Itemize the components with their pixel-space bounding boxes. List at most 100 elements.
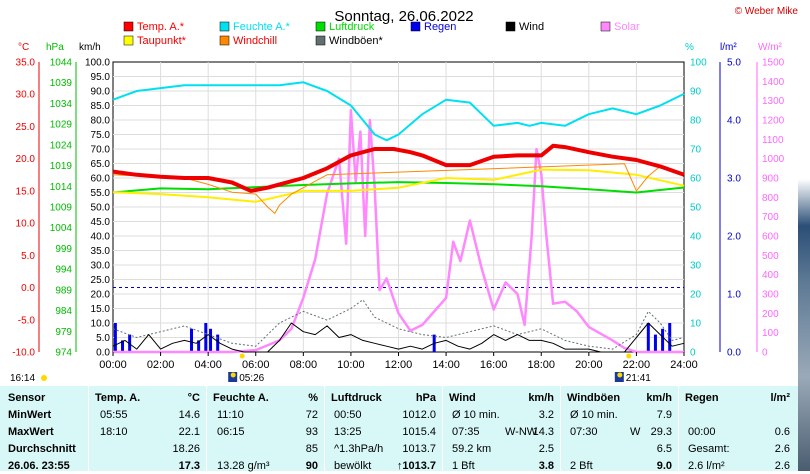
stats-cell: 22.1 — [178, 426, 200, 438]
sunset-time: 21:41 — [626, 373, 651, 384]
stats-cell: Gesamt: — [688, 443, 730, 455]
series-line — [112, 322, 685, 353]
rain-tick-label: 2.0 — [727, 232, 741, 243]
stats-cell: 14.3 — [532, 426, 554, 438]
kmh-tick-label: 90.0 — [91, 87, 111, 98]
percent-unit-label: % — [685, 42, 694, 53]
kmh-tick-label: 65.0 — [91, 159, 111, 170]
hpa-unit-label: hPa — [46, 42, 64, 53]
stats-cell: W — [630, 426, 641, 438]
legend-swatch — [315, 21, 326, 32]
stats-cell: 18.26 — [172, 443, 200, 455]
x-tick-label: 12:00 — [385, 359, 413, 371]
stats-cell: 06:15 — [217, 426, 245, 438]
x-tick-label: 04:00 — [194, 359, 222, 371]
stats-cell: 29.3 — [650, 426, 672, 438]
stats-header: Luftdruck — [331, 392, 382, 404]
stats-cell: ^1.3hPa/h — [334, 443, 384, 455]
percent-tick-label: 50 — [690, 203, 702, 214]
stats-header: Feuchte A. — [213, 392, 269, 404]
stats-row-label: MaxWert — [8, 426, 54, 438]
series-line — [113, 109, 684, 354]
series-line — [112, 81, 685, 142]
solar-tick-label: 100 — [762, 328, 779, 339]
hpa-tick-label: 979 — [55, 327, 72, 338]
celsius-tick-label: 20.0 — [16, 154, 36, 165]
hpa-tick-label: 1039 — [50, 78, 73, 89]
stats-cell: 93 — [305, 426, 318, 438]
legend-swatch — [123, 35, 134, 46]
kmh-tick-label: 15.0 — [91, 304, 111, 315]
stats-divider — [678, 386, 679, 471]
x-tick-label: 10:00 — [337, 359, 365, 371]
stats-cell: 0.6 — [774, 426, 790, 438]
copyright-text: © Weber Mike — [735, 6, 799, 17]
rain-unit-label: l/m² — [720, 42, 737, 53]
legend-swatch — [219, 35, 230, 46]
percent-tick-label: 40 — [690, 232, 702, 243]
stats-cell: 90 — [305, 460, 318, 472]
solar-tick-label: 600 — [762, 232, 779, 243]
percent-tick-label: 20 — [690, 290, 702, 301]
kmh-tick-label: 35.0 — [91, 246, 111, 257]
stats-cell: 2.6 — [774, 460, 790, 472]
solar-tick-label: 1400 — [762, 77, 785, 88]
sun-times: 16:14 05:26 21:41 — [10, 353, 651, 384]
celsius-tick-label: 15.0 — [16, 186, 36, 197]
celsius-tick-label: -5.0 — [18, 315, 36, 326]
stats-header: km/h — [646, 392, 672, 404]
x-tick-label: 08:00 — [290, 359, 318, 371]
rain-bar — [661, 328, 665, 352]
legend-label: Wind — [519, 21, 544, 33]
stats-cell: 18:10 — [100, 426, 128, 438]
stats-cell: 07:35 — [452, 426, 480, 438]
x-tick-label: 06:00 — [242, 359, 270, 371]
kmh-tick-label: 60.0 — [91, 174, 111, 185]
hpa-tick-label: 1034 — [50, 99, 73, 110]
kmh-tick-label: 80.0 — [91, 116, 111, 127]
stats-row-label: Durchschnitt — [8, 443, 76, 455]
stats-cell: 00:00 — [688, 426, 716, 438]
x-tick-label: 20:00 — [575, 359, 603, 371]
hpa-tick-label: 994 — [55, 265, 72, 276]
rain-bar — [204, 323, 208, 352]
stats-cell: 13:25 — [334, 426, 362, 438]
hpa-tick-label: 1019 — [50, 161, 73, 172]
rain-bar — [653, 334, 657, 352]
stats-cell: 72 — [305, 409, 318, 421]
kmh-tick-label: 45.0 — [91, 217, 111, 228]
hpa-tick-label: 1029 — [50, 120, 73, 131]
chart-title: Sonntag, 26.06.2022 — [334, 8, 473, 25]
hpa-tick-label: 999 — [55, 244, 72, 255]
rain-tick-label: 1.0 — [727, 290, 741, 301]
legend-label: Feuchte A.* — [233, 21, 291, 33]
kmh-tick-label: 0.0 — [96, 348, 110, 359]
stats-cell: 2.5 — [538, 443, 554, 455]
hpa-tick-label: 1044 — [50, 58, 73, 69]
celsius-tick-label: -10.0 — [12, 348, 35, 359]
x-tick-label: 14:00 — [432, 359, 460, 371]
solar-tick-label: 700 — [762, 212, 779, 223]
chart-grid — [112, 61, 685, 353]
stats-cell: Ø 10 min. — [570, 409, 618, 421]
x-tick-label: 02:00 — [147, 359, 175, 371]
solar-tick-label: 300 — [762, 290, 779, 301]
kmh-tick-label: 70.0 — [91, 145, 111, 156]
stats-cell: 14.6 — [178, 409, 200, 421]
stats-row-label: MinWert — [8, 409, 52, 421]
solar-unit-label: W/m² — [758, 42, 783, 53]
rain-tick-label: 5.0 — [727, 58, 741, 69]
sun-icon — [41, 375, 47, 381]
stats-cell — [750, 408, 790, 423]
hpa-tick-label: 1009 — [50, 203, 73, 214]
solar-tick-label: 900 — [762, 174, 779, 185]
kmh-tick-label: 20.0 — [91, 290, 111, 301]
series-line — [112, 168, 685, 203]
percent-tick-label: 10 — [690, 319, 702, 330]
stats-cell: 2.6 — [774, 443, 790, 455]
percent-tick-label: 100 — [690, 58, 707, 69]
solar-tick-label: 1100 — [762, 135, 784, 146]
weather-chart: Sonntag, 26.06.2022 © Weber Mike Temp. A… — [10, 6, 799, 384]
solar-tick-label: 400 — [762, 270, 779, 281]
rain-bar — [216, 334, 220, 352]
